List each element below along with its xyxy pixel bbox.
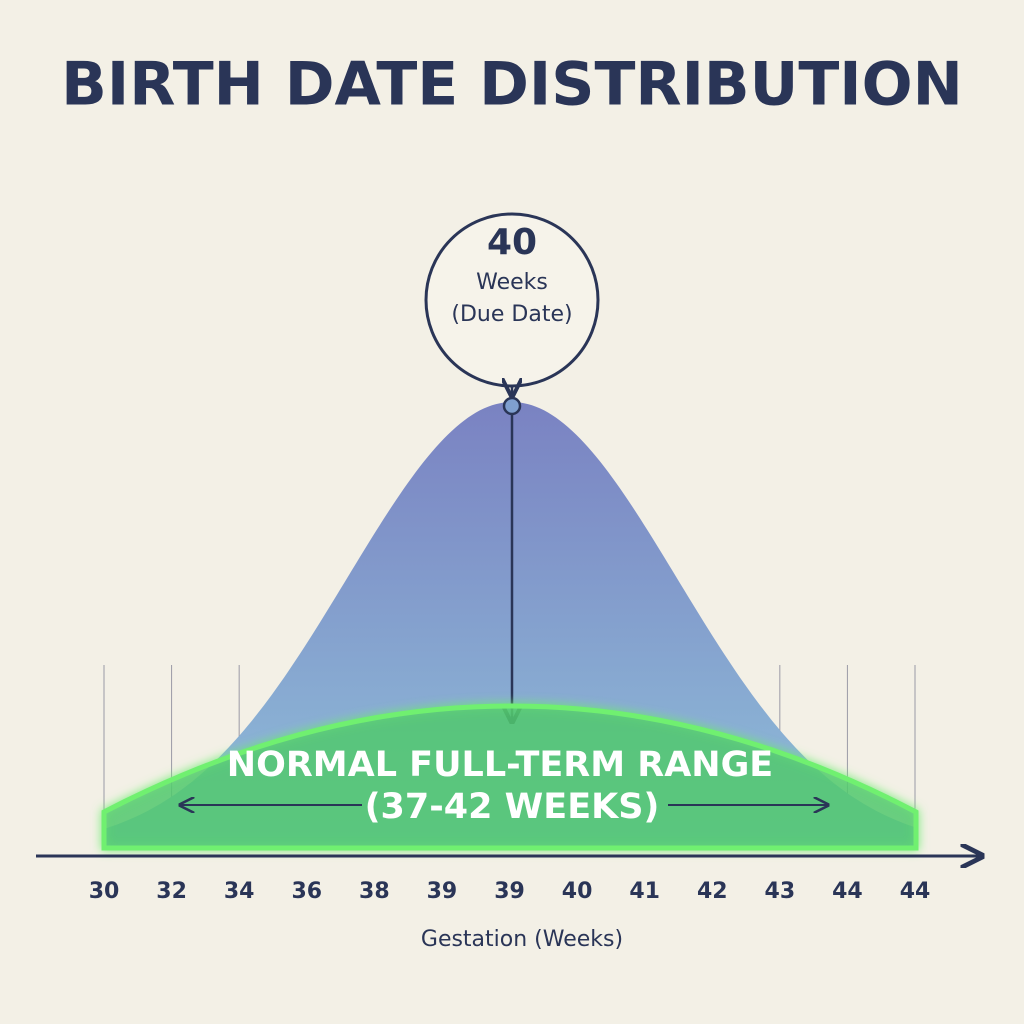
x-tick-label: 30 <box>89 879 120 904</box>
full-term-band <box>101 703 919 851</box>
x-tick-label: 39 <box>427 879 458 904</box>
x-tick-label: 41 <box>629 879 660 904</box>
x-tick-label: 42 <box>697 879 728 904</box>
callout-line: Weeks <box>476 270 548 295</box>
range-label: (37-42 WEEKS) <box>365 787 660 827</box>
x-tick-label: 40 <box>562 879 593 904</box>
x-tick-label: 43 <box>765 879 796 904</box>
callout-line: (Due Date) <box>451 302 572 327</box>
peak-dot <box>502 396 522 416</box>
callout-number: 40 <box>487 222 537 263</box>
x-tick-label: 44 <box>900 879 931 904</box>
x-tick-label: 39 <box>494 879 525 904</box>
title: BIRTH DATE DISTRIBUTION <box>61 50 963 120</box>
x-tick-label: 36 <box>291 879 322 904</box>
range-label: NORMAL FULL-TERM RANGE <box>227 745 773 785</box>
x-tick-label: 38 <box>359 879 390 904</box>
x-tick-labels: 30 32 34 36 38 39 39 40 41 42 43 44 44 <box>89 879 931 904</box>
x-tick-label: 34 <box>224 879 255 904</box>
x-axis-title: Gestation (Weeks) <box>421 927 623 952</box>
x-tick-label: 44 <box>832 879 863 904</box>
x-tick-label: 32 <box>156 879 187 904</box>
